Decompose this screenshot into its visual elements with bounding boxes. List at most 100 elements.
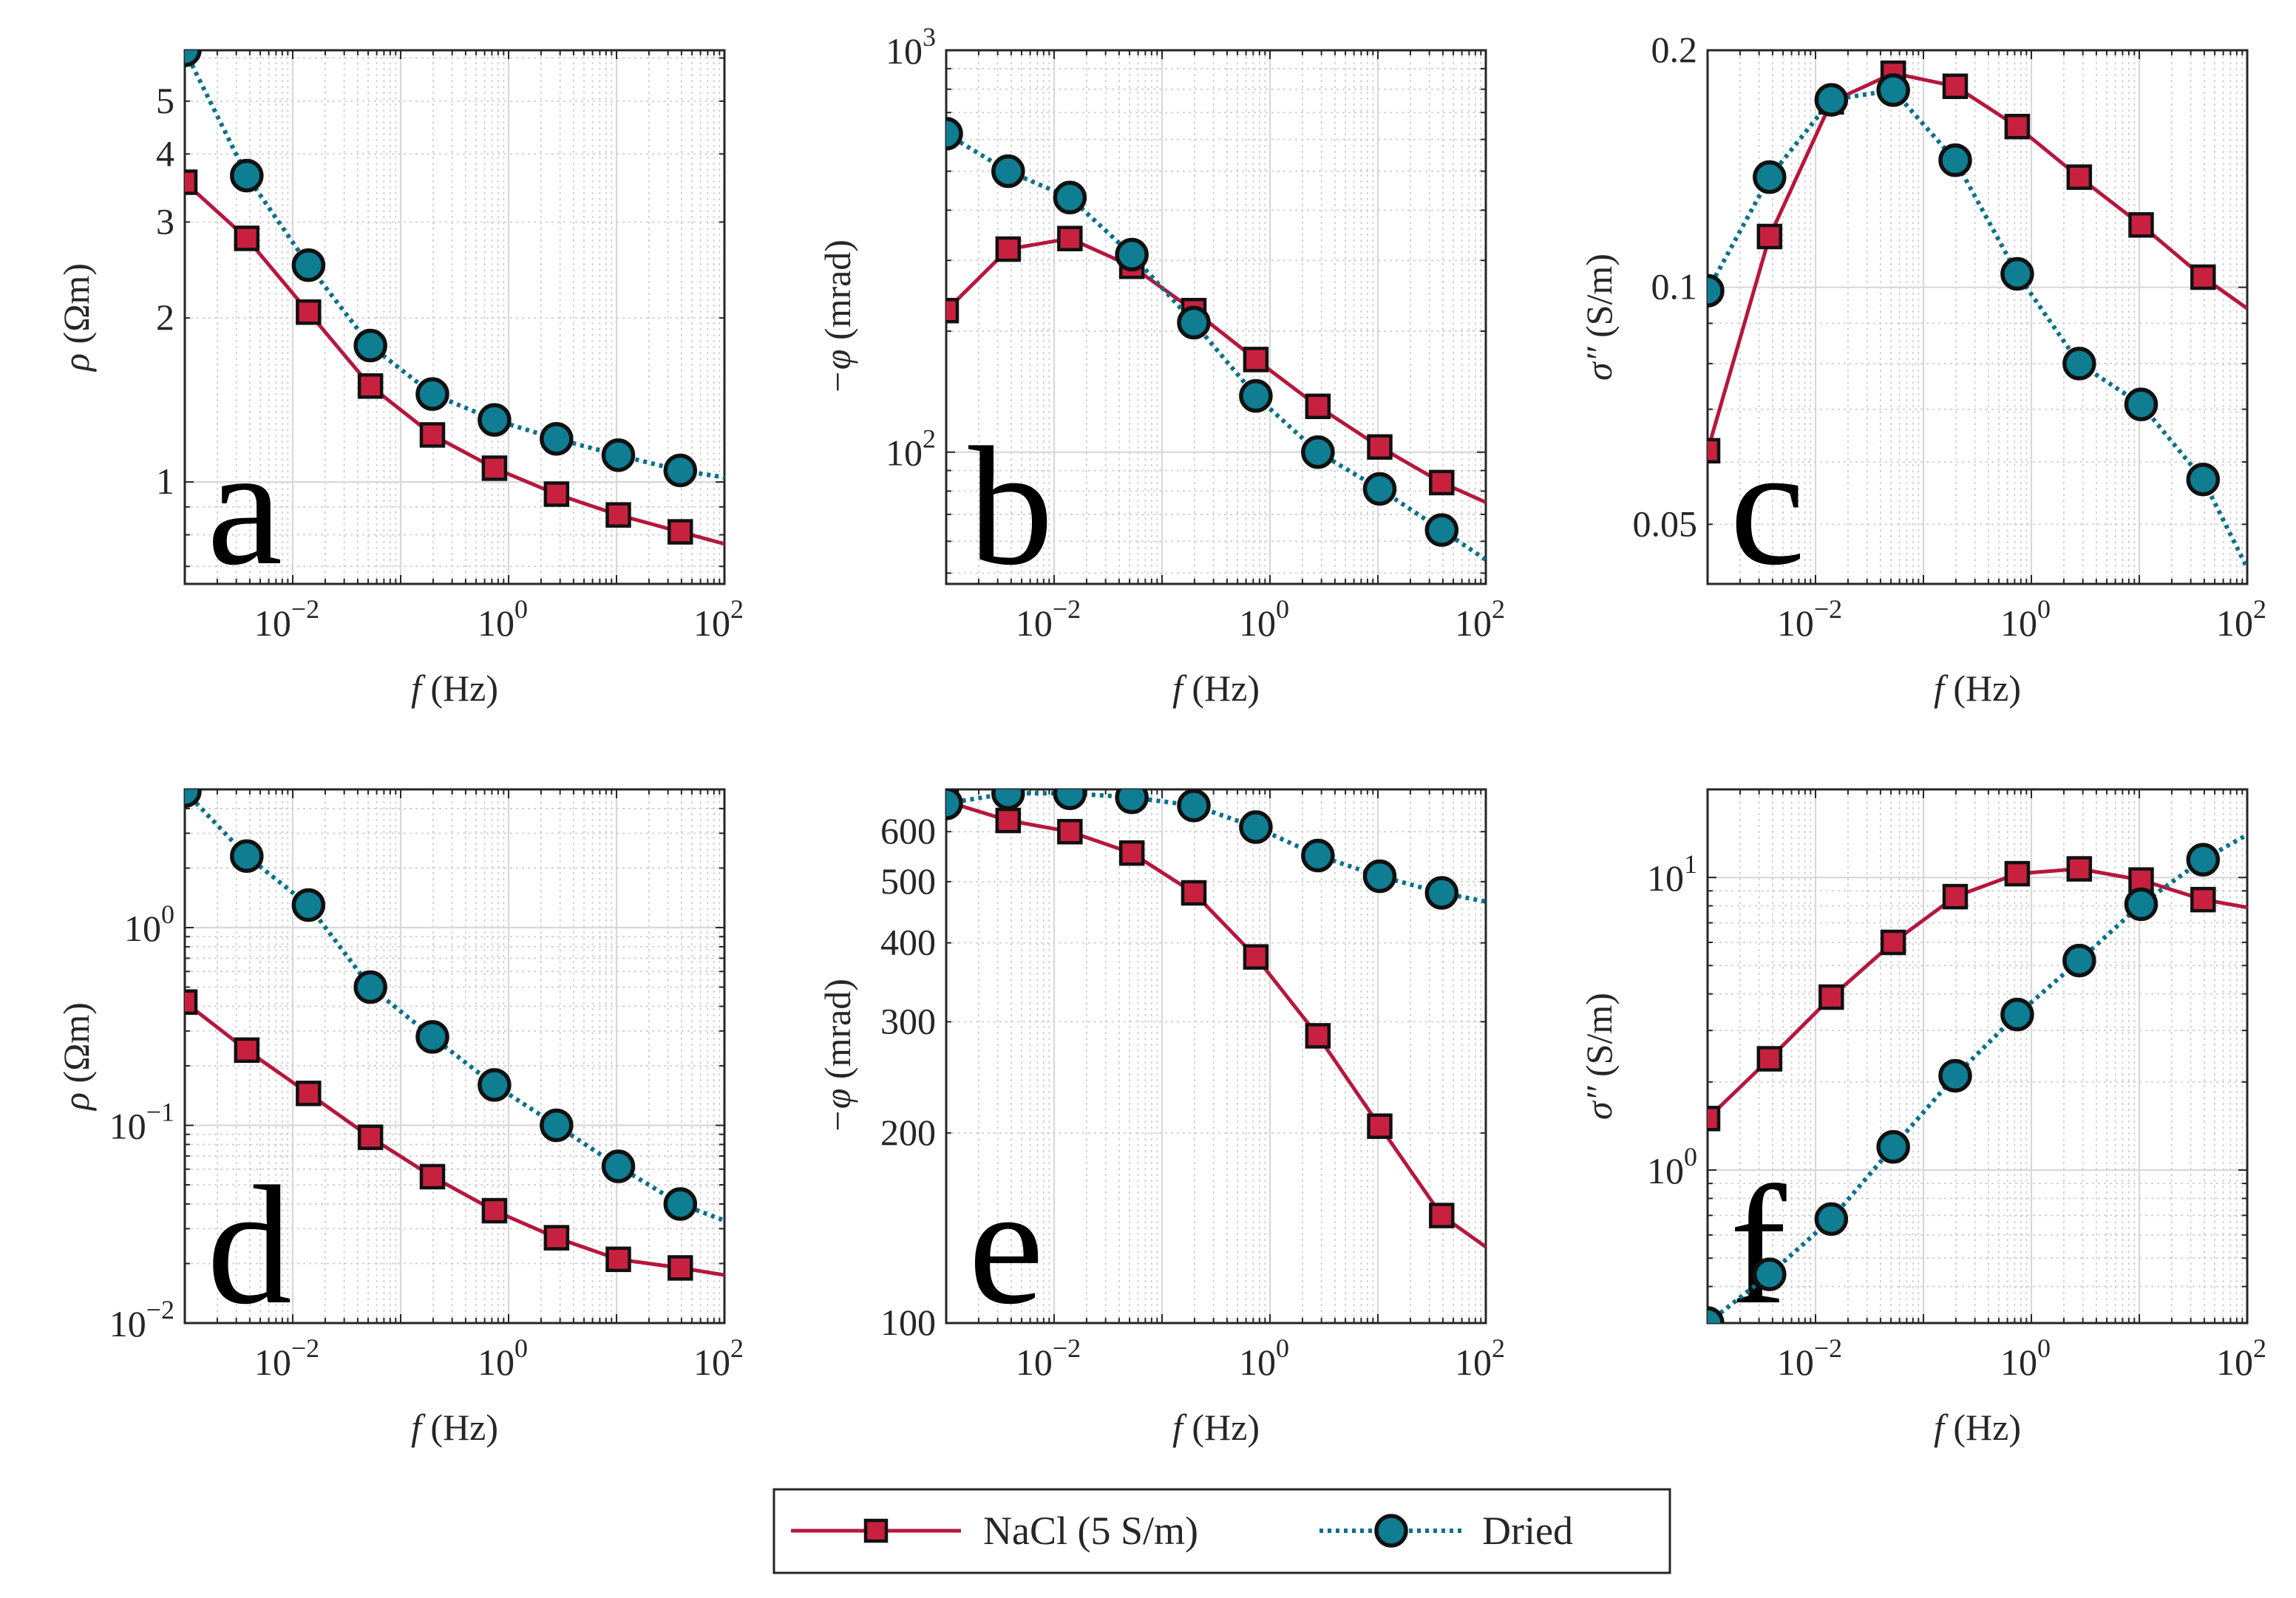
- data-point-circle: [2000, 256, 2034, 291]
- data-point-square: [481, 1197, 508, 1224]
- data-point-circle: [2124, 887, 2159, 922]
- data-point-square: [1057, 225, 1083, 251]
- x-tick-base: 10: [2216, 602, 2253, 644]
- data-point-square: [419, 1163, 446, 1190]
- data-point-square: [1118, 840, 1145, 866]
- data-point-square: [668, 519, 693, 545]
- data-point-circle: [946, 789, 963, 820]
- y-axis-label: σ″ (S/m): [1578, 254, 1620, 381]
- data-point-square: [2004, 860, 2031, 887]
- x-tick-label: 100: [478, 594, 528, 644]
- panel-label: b: [968, 412, 1053, 600]
- data-point-square: [357, 373, 384, 399]
- data-point-circle: [1938, 1058, 1972, 1093]
- y-tick-label: 5: [156, 80, 174, 121]
- x-tick-label: 100: [2000, 1333, 2051, 1383]
- x-axis-unit: (Hz): [1192, 1407, 1260, 1448]
- x-axis-unit: (Hz): [1953, 667, 2021, 709]
- y-axis-gap: [55, 344, 97, 353]
- data-point-circle: [478, 1068, 512, 1102]
- y-tick-base: 10: [886, 432, 923, 474]
- x-tick-exponent: 2: [1492, 1333, 1505, 1363]
- y-axis-gap: [1578, 1077, 1620, 1087]
- data-point-square: [1181, 880, 1207, 906]
- x-tick-base: 10: [1016, 1342, 1053, 1383]
- x-tick-label: 10−2: [254, 594, 319, 644]
- data-point-circle: [1239, 378, 1273, 413]
- panel-label: a: [207, 412, 282, 600]
- series-dried: [1708, 832, 2247, 1323]
- y-axis-variable: −φ: [817, 350, 858, 395]
- x-tick-label: 102: [1455, 594, 1505, 644]
- series-line: [946, 799, 1486, 1249]
- series-dried: [185, 789, 724, 1223]
- data-point-circle: [1053, 180, 1087, 215]
- data-point-square: [1367, 1113, 1393, 1139]
- y-tick-label: 200: [880, 1112, 936, 1153]
- series-nacl: [185, 989, 724, 1281]
- data-point-circle: [1362, 472, 1397, 506]
- tick-marks: [184, 789, 725, 1324]
- x-tick-exponent: 2: [730, 594, 744, 624]
- x-axis-gap: [1944, 1407, 1954, 1448]
- legend-nacl-label: NaCl (5 S/m): [983, 1509, 1198, 1553]
- x-tick-exponent: 2: [2253, 1333, 2266, 1363]
- x-axis-label: f (Hz): [1172, 667, 1260, 709]
- legend-dried-marker: [1374, 1514, 1408, 1548]
- y-axis-unit: (S/m): [1578, 993, 1620, 1077]
- x-tick-base: 10: [693, 602, 730, 644]
- x-axis-label: f (Hz): [1934, 667, 2021, 709]
- x-tick-exponent: −2: [1814, 594, 1842, 624]
- axes-box: [1706, 788, 2249, 1325]
- data-point-square: [185, 169, 198, 195]
- data-point-circle: [540, 421, 574, 456]
- data-point-circle: [291, 248, 326, 282]
- y-tick-label: 600: [880, 810, 936, 851]
- data-point-circle: [1239, 810, 1273, 844]
- y-tick-label: 10−2: [109, 1295, 174, 1344]
- data-point-circle: [1115, 237, 1149, 272]
- x-tick-label: 100: [1239, 594, 1289, 644]
- y-axis-gap: [817, 1079, 858, 1089]
- data-point-square: [296, 299, 322, 325]
- data-point-square: [1305, 393, 1331, 420]
- data-point-square: [1942, 73, 1969, 99]
- data-point-circle: [2062, 943, 2096, 978]
- data-point-square: [995, 236, 1022, 262]
- y-tick-base: 10: [124, 908, 161, 949]
- data-point-square: [1429, 469, 1455, 496]
- x-tick-label: 102: [693, 594, 744, 644]
- data-point-circle: [601, 1149, 636, 1183]
- data-point-square: [234, 225, 260, 251]
- axes-box: [1706, 49, 2249, 585]
- y-tick-label: 4: [156, 132, 174, 174]
- y-axis-label: ρ (Ωm): [55, 263, 97, 373]
- x-tick-label: 102: [693, 1333, 744, 1383]
- series-line: [946, 791, 1486, 904]
- y-axis-unit: (S/m): [1578, 254, 1620, 338]
- y-axis-unit: (Ωm): [55, 1002, 97, 1083]
- data-point-circle: [1814, 1202, 1849, 1237]
- y-tick-label: 100: [1647, 1142, 1697, 1191]
- data-point-circle: [478, 403, 512, 437]
- x-tick-exponent: 2: [730, 1333, 744, 1363]
- x-tick-base: 10: [478, 602, 514, 644]
- y-tick-exponent: 0: [1684, 1142, 1697, 1172]
- grid: [183, 50, 726, 584]
- data-point-square: [543, 481, 570, 507]
- x-tick-exponent: 0: [514, 594, 528, 624]
- tick-marks: [184, 50, 725, 584]
- data-point-circle: [1301, 838, 1335, 873]
- data-point-circle: [1708, 273, 1725, 308]
- x-tick-exponent: −2: [291, 1333, 319, 1363]
- y-tick-label: 100: [124, 900, 174, 949]
- data-point-square: [1942, 883, 1969, 910]
- data-point-circle: [1814, 83, 1849, 117]
- data-point-square: [2004, 113, 2031, 140]
- data-point-square: [2128, 867, 2154, 893]
- data-point-square: [419, 422, 446, 448]
